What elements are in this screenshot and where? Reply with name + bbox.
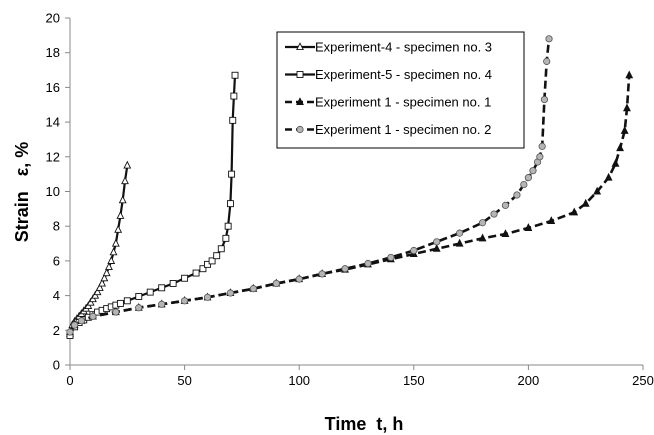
data-point: [204, 294, 210, 300]
data-point: [159, 285, 165, 291]
data-point: [120, 196, 126, 202]
legend-marker: [297, 126, 303, 132]
data-point: [231, 93, 237, 99]
x-axis-ticks: 0 50 100 150 200 250: [66, 365, 653, 388]
data-point: [117, 300, 123, 306]
data-point: [605, 174, 611, 180]
data-point: [182, 275, 188, 281]
legend-label: Experiment-5 - specimen no. 4: [315, 67, 492, 82]
data-point: [124, 298, 130, 304]
y-tick-label: 2: [53, 323, 60, 338]
data-point: [67, 329, 73, 335]
data-point: [170, 280, 176, 286]
x-axis-title: Time t, h: [325, 414, 404, 434]
data-point: [250, 285, 256, 291]
data-point: [227, 201, 233, 207]
x-tick-label: 0: [66, 373, 73, 388]
data-point: [108, 257, 114, 263]
data-point: [113, 309, 119, 315]
legend-label: Experiment-4 - specimen no. 3: [315, 40, 492, 55]
data-point: [539, 143, 545, 149]
y-tick-label: 14: [46, 115, 60, 130]
data-point: [124, 162, 130, 168]
data-point: [479, 220, 485, 226]
data-point: [342, 266, 348, 272]
x-tick-label: 250: [632, 373, 654, 388]
data-point: [229, 171, 235, 177]
data-point: [525, 174, 531, 180]
legend-label: Experiment 1 - specimen no. 1: [315, 95, 491, 110]
legend-entry: Experiment-4 - specimen no. 3: [285, 40, 492, 55]
data-point: [434, 239, 440, 245]
data-point: [147, 289, 153, 295]
data-point: [530, 167, 536, 173]
y-tick-label: 6: [53, 253, 60, 268]
data-point: [232, 72, 238, 78]
legend-entry: Experiment-5 - specimen no. 4: [285, 67, 492, 82]
data-point: [541, 96, 547, 102]
data-point: [110, 248, 116, 254]
data-point: [71, 322, 77, 328]
data-point: [388, 254, 394, 260]
data-point: [626, 71, 632, 77]
legend-entry: Experiment 1 - specimen no. 2: [285, 122, 491, 137]
legend-marker: [297, 72, 303, 78]
data-point: [546, 36, 552, 42]
data-point: [223, 235, 229, 241]
x-tick-label: 100: [288, 373, 310, 388]
data-point: [158, 301, 164, 307]
data-point: [227, 290, 233, 296]
data-point: [514, 192, 520, 198]
y-tick-label: 0: [53, 358, 60, 373]
data-point: [583, 200, 589, 206]
data-point: [78, 318, 84, 324]
data-point: [411, 247, 417, 253]
data-point: [491, 211, 497, 217]
legend-entry: Experiment 1 - specimen no. 1: [285, 95, 491, 110]
data-point: [214, 253, 220, 259]
data-point: [624, 104, 630, 110]
legend-label: Experiment 1 - specimen no. 2: [315, 122, 491, 137]
data-point: [225, 223, 231, 229]
data-point: [521, 181, 527, 187]
y-tick-label: 8: [53, 219, 60, 234]
data-point: [117, 212, 123, 218]
data-point: [537, 154, 543, 160]
data-point: [193, 270, 199, 276]
data-point: [319, 271, 325, 277]
data-point: [502, 202, 508, 208]
y-tick-label: 4: [53, 288, 60, 303]
data-point: [122, 177, 128, 183]
data-point: [617, 144, 623, 150]
data-point: [113, 240, 119, 246]
y-tick-label: 10: [46, 184, 60, 199]
data-point: [230, 117, 236, 123]
y-tick-label: 12: [46, 149, 60, 164]
data-point: [136, 293, 142, 299]
y-tick-label: 18: [46, 45, 60, 60]
data-point: [273, 280, 279, 286]
data-point: [90, 313, 96, 319]
data-point: [296, 276, 302, 282]
data-point: [218, 246, 224, 252]
x-tick-label: 50: [177, 373, 191, 388]
data-point: [136, 305, 142, 311]
data-point: [612, 160, 618, 166]
data-point: [365, 260, 371, 266]
y-tick-label: 16: [46, 80, 60, 95]
y-tick-label: 20: [46, 11, 60, 26]
y-axis-ticks: 0 2 4 6 8 10 12 14 16 18 20: [46, 11, 70, 373]
legend: Experiment-4 - specimen no. 3 Experiment-…: [277, 32, 524, 148]
x-tick-label: 150: [403, 373, 425, 388]
y-axis-title: Strain ε, %: [12, 142, 32, 243]
data-point: [115, 226, 121, 232]
data-point: [621, 127, 627, 133]
data-point: [456, 230, 462, 236]
data-point: [181, 298, 187, 304]
x-tick-label: 200: [518, 373, 540, 388]
data-point: [544, 58, 550, 64]
